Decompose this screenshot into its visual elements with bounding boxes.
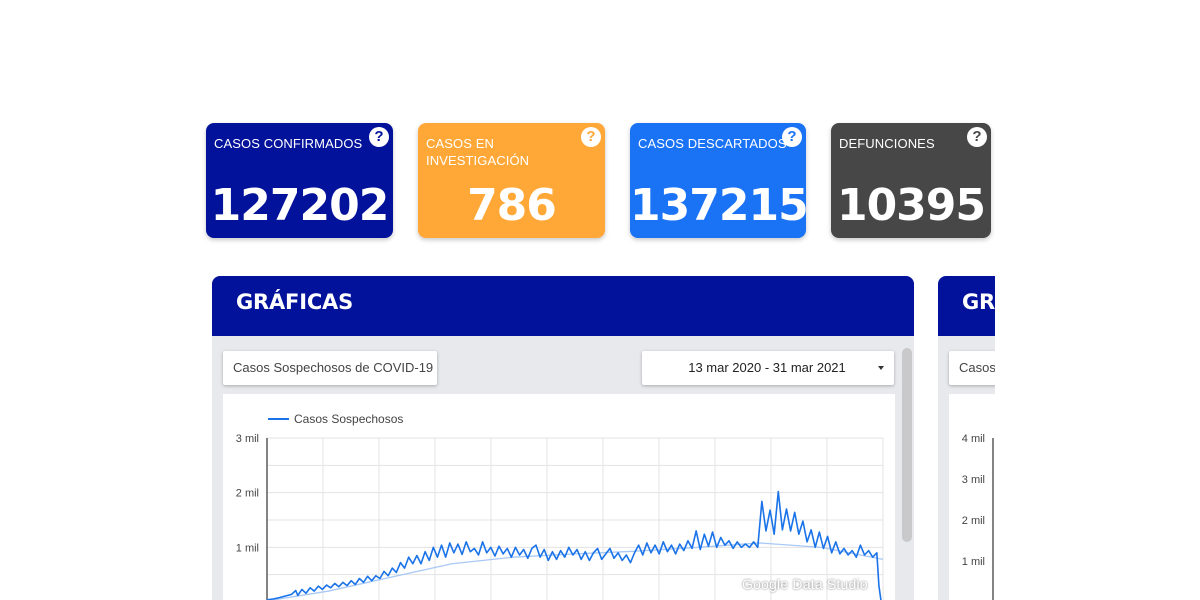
help-icon[interactable]: ?: [369, 127, 389, 147]
dashboard: CASOS CONFIRMADOS 127202 ? CASOS EN INVE…: [206, 123, 995, 600]
metric-selector[interactable]: Casos Sospechosos de COVID-19: [223, 351, 437, 385]
date-range-label: 13 mar 2020 - 31 mar 2021: [688, 360, 846, 375]
help-icon[interactable]: ?: [782, 127, 802, 147]
y-tick-label: 2 mil: [236, 488, 259, 500]
chart-card: 3 mil 2 mil 1 mil Casos Sospechosos Google …: [223, 394, 895, 600]
stat-value: 137215: [630, 180, 806, 231]
y-tick-label: 4 mil: [962, 433, 985, 445]
charts-panel: GRÁFICAS Casos Sospechosos de COVID-19 1…: [212, 276, 914, 600]
metric-selector-label: Casos Sospechosos de COVID-19: [233, 360, 434, 375]
stat-value: 127202: [210, 180, 390, 231]
stat-card-investigation: CASOS EN INVESTIGACIÓN 786 ?: [418, 123, 605, 238]
stat-value: 10395: [836, 180, 986, 231]
scrollbar-thumb[interactable]: [902, 348, 912, 542]
line-chart: 4 mil 3 mil 2 mil 1 mil: [962, 433, 994, 600]
stat-card-deaths: DEFUNCIONES 10395 ?: [831, 123, 991, 238]
panel-title: GRÁFICAS: [962, 290, 995, 314]
panel-body: Casos Sospechosos de COVID-19 13 mar 202…: [212, 336, 914, 600]
y-tick-label: 3 mil: [236, 433, 259, 445]
legend-item: Casos Sospechosos: [268, 412, 403, 426]
dropdown-arrow-icon[interactable]: [878, 366, 884, 370]
stat-title: CASOS EN INVESTIGACIÓN: [426, 136, 530, 168]
stat-title: CASOS DESCARTADOS: [638, 136, 787, 151]
trend-line: [268, 542, 884, 600]
panel-title: GRÁFICAS: [236, 290, 354, 314]
y-tick-label: 3 mil: [962, 474, 985, 486]
watermark-label: Google Data Studio: [742, 576, 868, 592]
panel-header: GRÁFICAS: [938, 276, 995, 336]
stat-title: DEFUNCIONES: [839, 136, 935, 151]
charts-panel-secondary: GRÁFICAS Casos Sospechosos de COVID-19 4…: [938, 276, 995, 600]
y-tick-label: 1 mil: [236, 542, 259, 554]
panel-body: Casos Sospechosos de COVID-19 4 mil 3 mil…: [938, 336, 995, 600]
stat-card-discarded: CASOS DESCARTADOS 137215 ?: [630, 123, 806, 238]
y-tick-label: 1 mil: [962, 556, 985, 568]
y-tick-label: 2 mil: [962, 515, 985, 527]
help-icon[interactable]: ?: [581, 127, 601, 147]
series-line: [266, 490, 882, 600]
date-range-selector[interactable]: 13 mar 2020 - 31 mar 2021: [642, 351, 894, 385]
grid: [267, 437, 884, 600]
stat-title: CASOS CONFIRMADOS: [214, 136, 363, 151]
help-icon[interactable]: ?: [967, 127, 987, 147]
stat-card-confirmed: CASOS CONFIRMADOS 127202 ?: [206, 123, 393, 238]
chart-card: 4 mil 3 mil 2 mil 1 mil: [949, 394, 995, 600]
line-chart: 3 mil 2 mil 1 mil Casos Sospechosos: [236, 412, 884, 600]
metric-selector-label: Casos Sospechosos de COVID-19: [959, 360, 995, 375]
stat-value: 786: [467, 180, 557, 231]
legend-label: Casos Sospechosos: [294, 412, 403, 426]
metric-selector[interactable]: Casos Sospechosos de COVID-19: [949, 351, 995, 385]
panel-header: GRÁFICAS: [212, 276, 914, 336]
